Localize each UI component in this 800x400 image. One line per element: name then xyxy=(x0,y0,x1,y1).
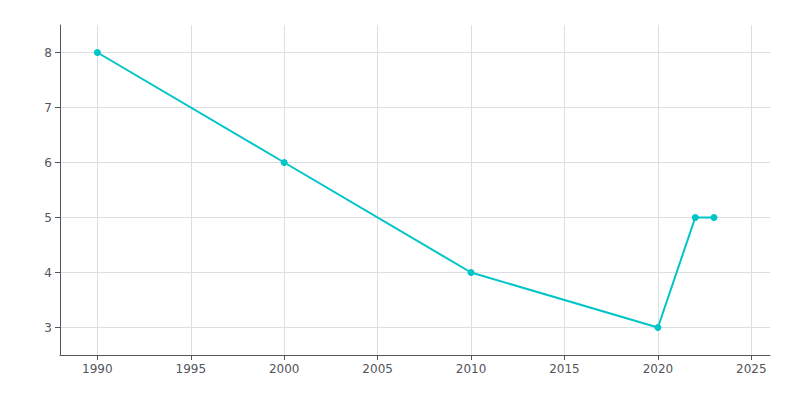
svg-text:2010: 2010 xyxy=(456,362,487,376)
svg-text:1995: 1995 xyxy=(176,362,207,376)
svg-text:2020: 2020 xyxy=(643,362,674,376)
svg-text:2025: 2025 xyxy=(736,362,767,376)
svg-text:3: 3 xyxy=(44,321,52,335)
svg-text:4: 4 xyxy=(44,266,52,280)
svg-text:2000: 2000 xyxy=(269,362,300,376)
svg-text:2005: 2005 xyxy=(362,362,393,376)
svg-text:7: 7 xyxy=(44,101,52,115)
svg-text:1990: 1990 xyxy=(82,362,113,376)
svg-text:2015: 2015 xyxy=(549,362,580,376)
svg-text:8: 8 xyxy=(44,46,52,60)
svg-text:6: 6 xyxy=(44,156,52,170)
svg-text:5: 5 xyxy=(44,211,52,225)
